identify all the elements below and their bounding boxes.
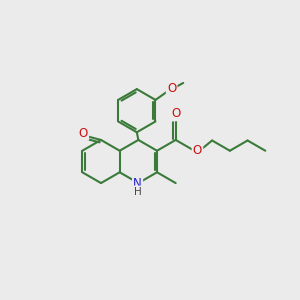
Text: N: N xyxy=(133,177,142,190)
Text: H: H xyxy=(134,187,142,196)
Text: O: O xyxy=(167,82,176,95)
Text: O: O xyxy=(171,107,180,120)
Text: O: O xyxy=(79,127,88,140)
Text: O: O xyxy=(193,144,202,157)
